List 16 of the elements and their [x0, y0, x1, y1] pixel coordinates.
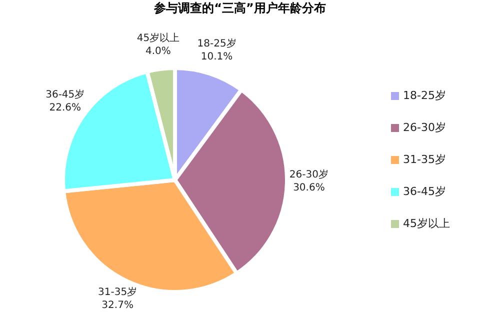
- chart-title: 参与调查的“三高”用户年龄分布: [153, 0, 327, 16]
- data-label: 10.1%: [200, 52, 233, 63]
- data-label: 32.7%: [102, 300, 134, 312]
- legend-label: 36-45岁: [403, 185, 446, 198]
- legend-label: 18-25岁: [403, 89, 446, 102]
- legend-label: 31-35岁: [403, 153, 446, 166]
- data-label: 22.6%: [49, 102, 82, 114]
- legend-label: 26-30岁: [403, 121, 446, 134]
- slice-label: 26-30岁: [289, 168, 328, 180]
- data-label: 4.0%: [146, 46, 171, 58]
- slice-label: 45岁以上: [136, 32, 180, 44]
- slice-label: 36-45岁: [46, 88, 85, 100]
- legend-label: 45岁以上: [403, 217, 450, 230]
- slice-label: 18-25岁: [197, 38, 236, 50]
- data-label: 30.6%: [293, 182, 325, 194]
- slice-label: 31-35岁: [98, 286, 138, 298]
